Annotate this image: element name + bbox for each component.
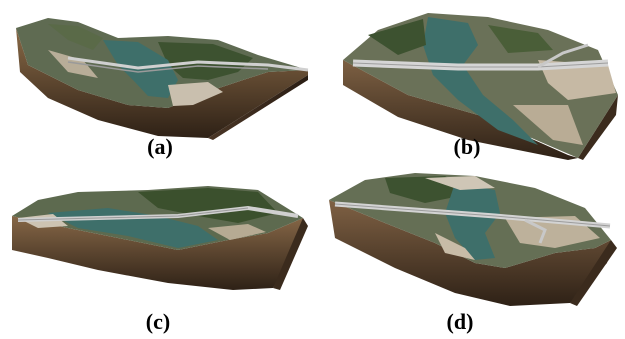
terrain-d-image bbox=[325, 168, 621, 308]
caption-c: (c) bbox=[128, 310, 188, 334]
caption-a: (a) bbox=[130, 135, 190, 159]
terrain-model-c bbox=[8, 178, 313, 293]
terrain-model-a bbox=[8, 10, 313, 140]
terrain-a-image bbox=[8, 10, 313, 140]
caption-d: (d) bbox=[430, 310, 490, 334]
terrain-model-d bbox=[325, 168, 621, 308]
terrain-c-image bbox=[8, 178, 313, 293]
caption-b: (b) bbox=[437, 135, 497, 159]
